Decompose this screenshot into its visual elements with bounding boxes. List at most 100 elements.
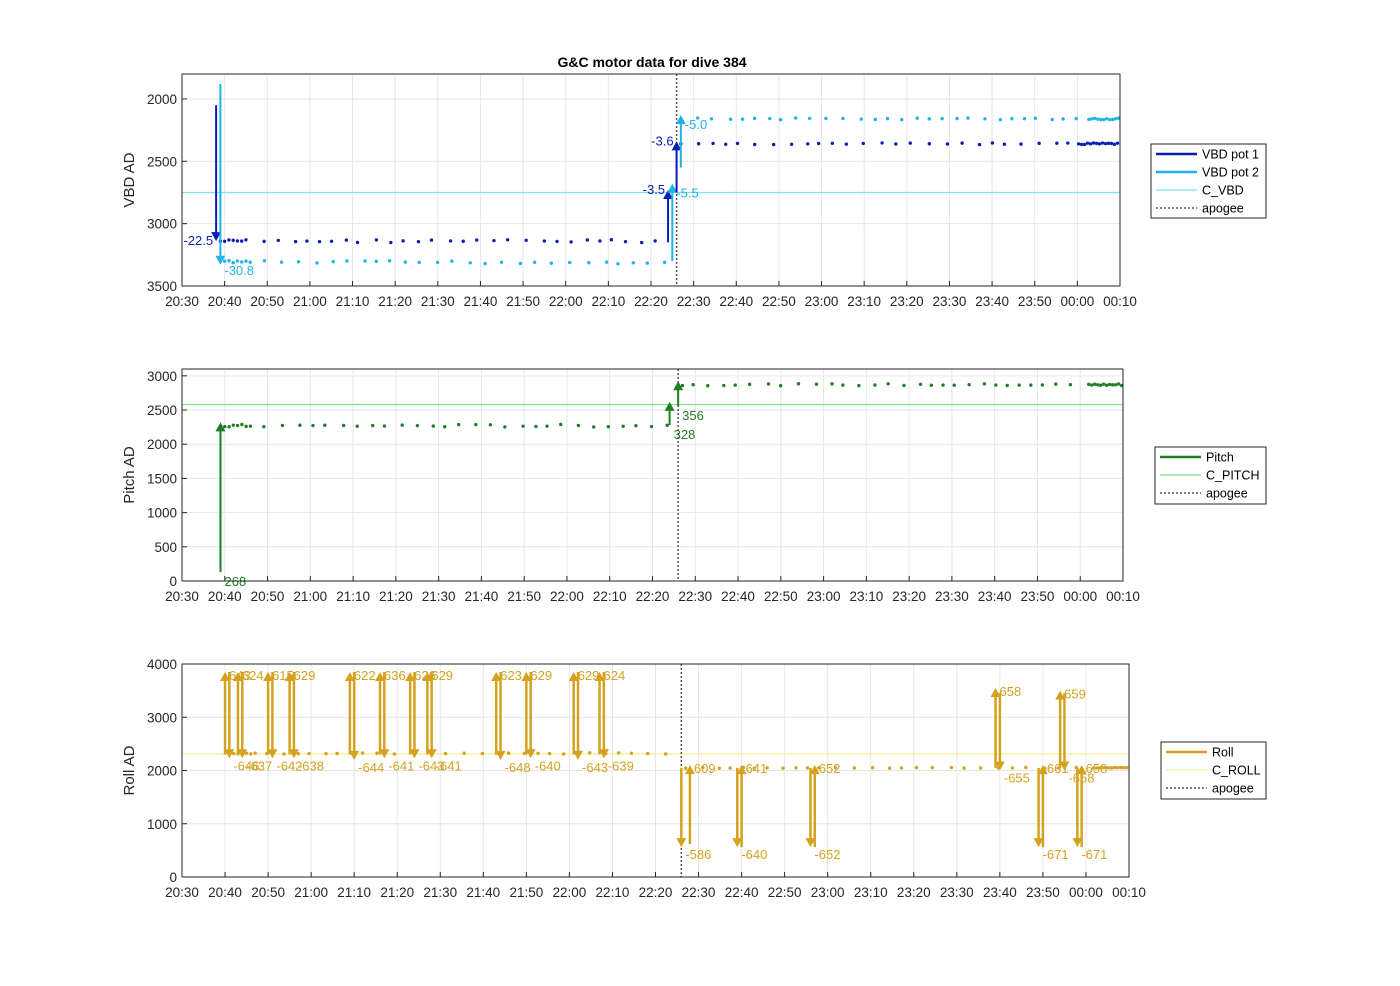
arrow-head bbox=[568, 671, 579, 681]
sample-point bbox=[663, 752, 668, 756]
sample-point bbox=[1055, 141, 1059, 145]
arrow-head bbox=[990, 687, 1001, 697]
sample-point bbox=[1040, 383, 1045, 387]
x-tick-label: 21:30 bbox=[422, 589, 456, 604]
sample-point bbox=[559, 422, 563, 427]
sample-point bbox=[962, 766, 966, 770]
sample-point bbox=[747, 382, 752, 387]
sample-point bbox=[733, 383, 737, 387]
arrow-head bbox=[224, 749, 235, 759]
sample-point bbox=[329, 239, 334, 243]
sample-point bbox=[345, 259, 349, 263]
sample-point bbox=[1061, 117, 1065, 121]
sample-point bbox=[752, 116, 757, 121]
sample-point bbox=[1109, 141, 1114, 146]
sample-point bbox=[382, 424, 387, 428]
sample-point bbox=[344, 238, 349, 242]
sample-point bbox=[1124, 765, 1129, 770]
legend-label: apogee bbox=[1206, 487, 1248, 501]
arrow-label: -671 bbox=[1081, 847, 1107, 862]
sample-point bbox=[701, 765, 705, 770]
y-tick-label: 1000 bbox=[147, 817, 177, 832]
x-tick-label: 20:30 bbox=[165, 885, 199, 900]
sample-point bbox=[370, 423, 375, 428]
arrow-head bbox=[409, 749, 420, 759]
sample-point bbox=[298, 423, 302, 427]
sample-point bbox=[1022, 116, 1027, 121]
sample-point bbox=[927, 142, 932, 146]
sample-point bbox=[1090, 117, 1094, 121]
x-tick-label: 21:10 bbox=[337, 885, 371, 900]
sample-point bbox=[1115, 765, 1120, 770]
arrow-head bbox=[684, 765, 695, 775]
y-tick-label: 2500 bbox=[147, 154, 177, 169]
sample-point bbox=[1113, 117, 1118, 121]
x-tick-label: 21:00 bbox=[293, 294, 327, 309]
sample-point bbox=[1119, 383, 1124, 388]
x-tick-label: 23:20 bbox=[892, 589, 926, 604]
sample-point bbox=[223, 424, 227, 429]
arrow-label: -637 bbox=[246, 758, 272, 773]
sample-point bbox=[374, 259, 379, 264]
sample-point bbox=[317, 239, 322, 244]
sample-point bbox=[227, 425, 231, 429]
sample-point bbox=[740, 117, 745, 121]
arrow-head bbox=[491, 671, 502, 681]
sample-point bbox=[231, 423, 236, 427]
sample-point bbox=[363, 259, 367, 263]
sample-point bbox=[1024, 765, 1028, 770]
sample-point bbox=[392, 752, 397, 756]
sample-point bbox=[296, 752, 300, 756]
sample-point bbox=[833, 765, 838, 770]
sample-point bbox=[967, 382, 971, 387]
sample-point bbox=[994, 383, 998, 387]
x-tick-label: 22:20 bbox=[636, 589, 670, 604]
arrow-label: 659 bbox=[1064, 687, 1086, 702]
sample-point bbox=[830, 141, 835, 146]
x-tick-label: 23:20 bbox=[890, 294, 924, 309]
sample-point bbox=[814, 382, 819, 386]
sample-point bbox=[930, 765, 934, 770]
sample-point bbox=[1010, 766, 1015, 770]
arrow-label: 328 bbox=[674, 427, 696, 442]
sample-point bbox=[645, 261, 649, 265]
y-tick-label: 2000 bbox=[147, 764, 177, 779]
sample-point bbox=[474, 422, 478, 427]
sample-point bbox=[616, 751, 621, 755]
sample-point bbox=[506, 751, 511, 755]
sample-point bbox=[374, 238, 379, 242]
legend-label: Roll bbox=[1212, 746, 1234, 760]
x-tick-label: 00:00 bbox=[1063, 589, 1097, 604]
arrow-label: -652 bbox=[814, 847, 840, 862]
arrow-label: 636 bbox=[384, 668, 406, 683]
sample-point bbox=[462, 751, 466, 755]
sample-point bbox=[280, 423, 285, 428]
sample-point bbox=[1094, 766, 1099, 770]
arrow-head bbox=[809, 765, 820, 775]
sample-point bbox=[806, 142, 810, 146]
arrow-label: 652 bbox=[819, 761, 841, 776]
x-tick-label: 23:00 bbox=[811, 885, 845, 900]
x-tick-label: 22:00 bbox=[549, 294, 583, 309]
sample-point bbox=[887, 766, 892, 770]
sample-point bbox=[222, 259, 227, 263]
sample-point bbox=[375, 751, 379, 755]
sample-point bbox=[908, 141, 912, 145]
arrow-label: -640 bbox=[741, 847, 767, 862]
x-tick-label: 21:00 bbox=[294, 885, 328, 900]
sample-point bbox=[649, 424, 654, 429]
x-tick-label: 22:10 bbox=[596, 885, 630, 900]
arrow-head bbox=[732, 838, 743, 848]
sample-point bbox=[431, 424, 436, 428]
sample-point bbox=[914, 765, 919, 770]
sample-point bbox=[752, 766, 757, 770]
arrow-label: -655 bbox=[1004, 771, 1030, 786]
arrow-label: 629 bbox=[294, 668, 316, 683]
sample-point bbox=[645, 751, 650, 756]
sample-point bbox=[282, 752, 286, 756]
x-tick-label: 20:40 bbox=[208, 885, 242, 900]
sample-point bbox=[623, 239, 628, 244]
x-tick-label: 21:50 bbox=[509, 885, 543, 900]
sample-point bbox=[561, 752, 566, 756]
legend-label: C_PITCH bbox=[1206, 469, 1259, 483]
